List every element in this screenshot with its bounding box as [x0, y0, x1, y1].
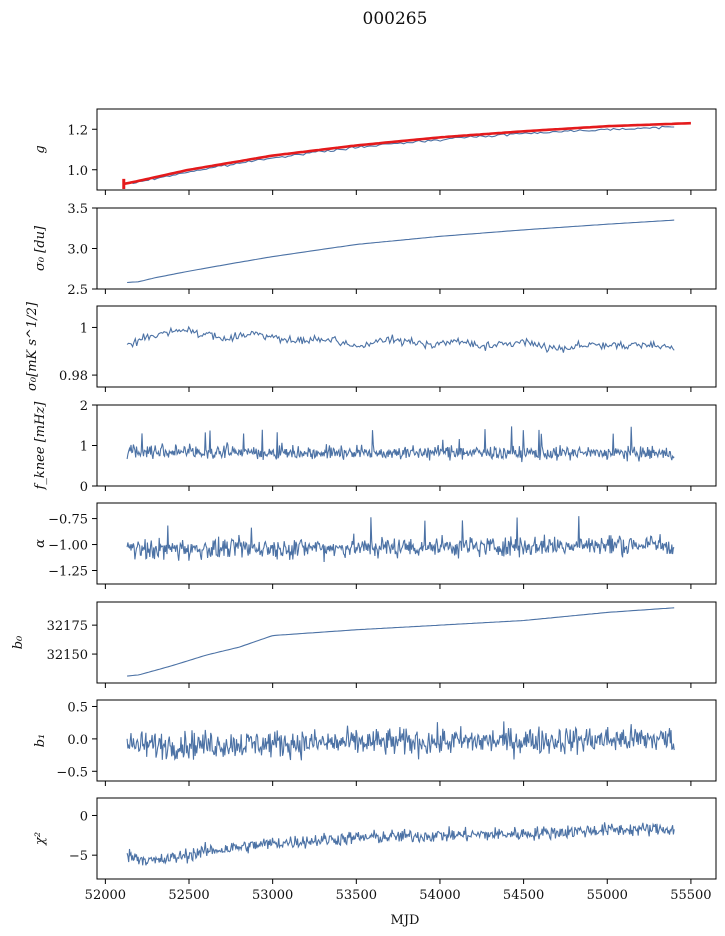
y-axis-label: χ² — [33, 832, 48, 846]
subplot: 2.5 3.0 3.5 σ₀ [du] — [33, 202, 717, 298]
x-axis-label: MJD — [391, 913, 420, 928]
x-tick-label: 54500 — [503, 888, 544, 903]
subplot: 32150 32175 b₀ — [11, 601, 717, 688]
y-axis-label: f_knee [mHz] — [33, 401, 48, 491]
data-series-line — [127, 219, 675, 284]
x-tick-label: 55500 — [670, 888, 711, 903]
subplot: 0.5 0.0 −0.5 b₁ — [33, 699, 717, 786]
figure-title: 000265 — [363, 9, 428, 29]
y-tick-label: −5 — [69, 849, 88, 864]
axes-frame — [96, 108, 717, 191]
panels: 1.0 1.2 g 2.5 3.0 3.5 σ₀ [du] 0.98 1 σ₀[mK s^1/2]… — [11, 108, 717, 903]
x-tick-label: 54000 — [419, 888, 460, 903]
y-tick-label: −1.25 — [48, 565, 88, 580]
y-tick-label: 32175 — [47, 619, 88, 634]
axes-frame — [96, 601, 717, 684]
y-tick-label: 0.0 — [67, 733, 88, 748]
y-axis-label: b₀ — [11, 635, 26, 649]
axes-frame — [96, 207, 717, 290]
x-tick-label: 53000 — [252, 888, 293, 903]
fit-series-line — [123, 121, 691, 186]
data-series-line — [126, 125, 675, 185]
y-tick-label: 1.0 — [67, 164, 88, 179]
axes-frame — [96, 502, 717, 585]
y-tick-label: 32150 — [47, 648, 88, 663]
data-series-line — [126, 822, 675, 866]
axes-frame — [96, 797, 717, 880]
y-axis-label: b₁ — [33, 734, 48, 748]
x-tick-label: 53500 — [336, 888, 377, 903]
x-tick-label: 52000 — [85, 888, 126, 903]
subplot: 0 −5 52000 52500 53000 53500 54000 54500 55000 55… — [33, 797, 717, 903]
y-tick-label: 1 — [80, 321, 88, 336]
y-axis-label: α — [33, 539, 48, 548]
data-series-line — [126, 516, 675, 563]
y-tick-label: 2.5 — [67, 283, 88, 298]
data-series-line — [126, 426, 675, 463]
x-tick-label: 55000 — [587, 888, 628, 903]
y-tick-label: 2 — [80, 399, 88, 414]
subplot: −0.75 −1.00 −1.25 α — [33, 502, 717, 589]
data-series-line — [126, 721, 675, 761]
x-tick-label: 52500 — [168, 888, 209, 903]
subplot: 0.98 1 σ₀[mK s^1/2] — [25, 301, 717, 392]
y-tick-label: −0.5 — [56, 765, 88, 780]
axes-frame — [96, 305, 717, 388]
subplot: 1.0 1.2 g — [33, 108, 717, 195]
y-tick-label: 1.2 — [67, 123, 88, 138]
y-tick-label: 0.98 — [59, 369, 88, 384]
subplot: 0 1 2 f_knee [mHz] — [33, 399, 717, 495]
y-axis-label: σ₀ [du] — [33, 225, 48, 271]
axes-frame — [96, 699, 717, 782]
data-series-line — [127, 607, 675, 677]
y-tick-label: 3.0 — [67, 243, 88, 258]
y-tick-label: 1 — [80, 440, 88, 455]
y-tick-label: 0 — [80, 480, 88, 495]
data-series-line — [126, 325, 675, 354]
y-tick-label: 0 — [80, 809, 88, 824]
y-tick-label: 0.5 — [67, 700, 88, 715]
y-tick-label: −1.00 — [48, 539, 88, 554]
y-tick-label: −0.75 — [48, 513, 88, 528]
y-axis-label: g — [33, 145, 48, 153]
y-tick-label: 3.5 — [67, 202, 88, 217]
y-axis-label: σ₀[mK s^1/2] — [25, 301, 40, 391]
